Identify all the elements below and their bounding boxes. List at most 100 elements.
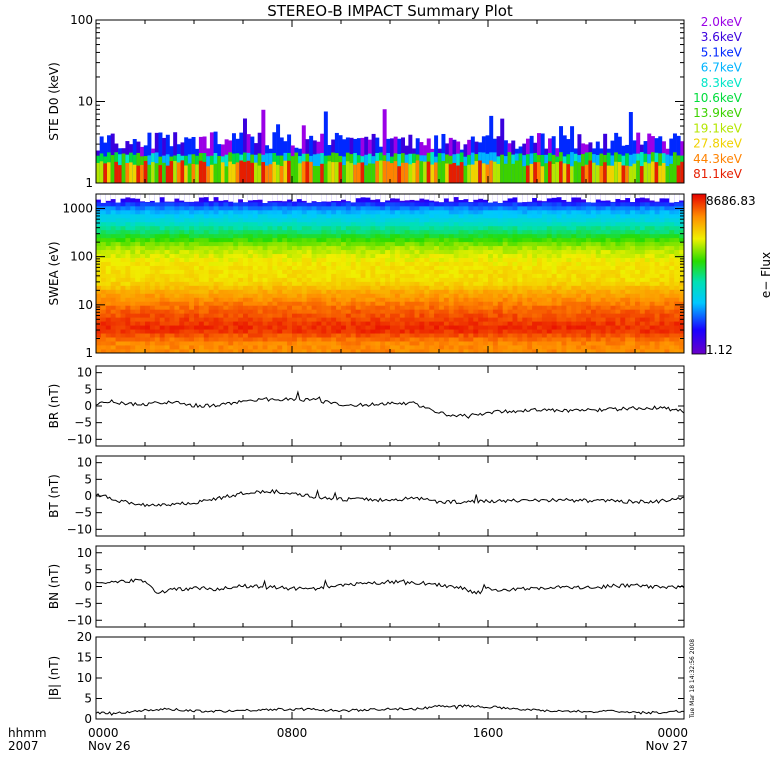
swea-cell	[541, 273, 548, 278]
swea-cell	[439, 317, 445, 322]
swea-cell	[331, 321, 337, 326]
swea-cell	[184, 321, 190, 326]
swea-cell	[164, 229, 170, 235]
swea-cell	[164, 337, 170, 342]
swea-cell	[233, 293, 239, 298]
swea-cell	[174, 265, 180, 270]
swea-cell	[517, 273, 523, 278]
swea-cell	[105, 273, 112, 278]
swea-cell	[238, 205, 244, 211]
ste-bar	[628, 112, 633, 183]
swea-gap	[439, 194, 445, 203]
swea-cell	[140, 225, 146, 231]
swea-cell	[130, 333, 136, 338]
swea-cell	[556, 333, 562, 338]
swea-cell	[507, 301, 513, 306]
ste-bar-low	[496, 163, 501, 183]
swea-cell	[586, 301, 592, 306]
swea-cell	[556, 261, 562, 266]
swea-cell	[145, 305, 151, 310]
swea-cell	[135, 229, 141, 235]
swea-cell	[140, 317, 146, 322]
swea-cell	[390, 245, 396, 251]
swea-cell	[615, 233, 621, 239]
swea-cell	[419, 297, 425, 302]
swea-cell	[208, 265, 214, 270]
swea-cell	[610, 265, 616, 270]
swea-cell	[390, 265, 396, 270]
swea-gap	[243, 194, 249, 203]
swea-cell	[512, 301, 518, 306]
swea-cell	[595, 253, 602, 258]
swea-cell	[556, 241, 562, 247]
swea-cell	[434, 213, 440, 219]
swea-cell	[252, 309, 259, 314]
swea-cell	[272, 337, 278, 342]
swea-cell	[571, 341, 577, 346]
swea-cell	[194, 269, 200, 274]
swea-cell	[439, 349, 445, 354]
swea-cell	[507, 261, 513, 266]
swea-cell	[365, 297, 371, 302]
swea-cell	[228, 321, 234, 326]
swea-cell	[581, 221, 587, 227]
swea-cell	[336, 325, 342, 330]
swea-cell	[198, 309, 205, 314]
swea-cell	[385, 221, 391, 227]
swea-cell	[434, 249, 440, 255]
swea-gap	[174, 194, 180, 199]
swea-cell	[341, 289, 347, 294]
swea-cell	[605, 341, 611, 346]
swea-cell	[233, 301, 239, 306]
swea-cell	[399, 221, 406, 227]
swea-cell	[409, 249, 415, 255]
swea-cell	[522, 337, 528, 342]
swea-cell	[292, 329, 298, 334]
swea-cell	[492, 309, 499, 314]
swea-cell	[399, 281, 406, 286]
swea-cell	[223, 277, 229, 282]
swea-cell	[292, 277, 298, 282]
swea-cell	[581, 269, 587, 274]
swea-cell	[566, 325, 572, 330]
swea-cell	[194, 341, 200, 346]
swea-cell	[247, 241, 254, 247]
swea-cell	[247, 281, 254, 286]
swea-cell	[198, 205, 205, 211]
swea-cell	[105, 297, 112, 302]
swea-cell	[375, 249, 381, 255]
swea-cell	[537, 249, 543, 255]
swea-cell	[532, 285, 538, 290]
ste-bar-low	[158, 165, 163, 183]
swea-cell	[537, 341, 543, 346]
swea-cell	[409, 253, 415, 258]
swea-cell	[140, 213, 146, 219]
swea-gap	[443, 194, 450, 199]
swea-cell	[414, 273, 420, 278]
swea-cell	[189, 261, 195, 266]
swea-cell	[468, 317, 474, 322]
swea-cell	[341, 217, 347, 223]
swea-cell	[517, 261, 523, 266]
swea-cell	[208, 309, 214, 314]
swea-cell	[100, 201, 107, 207]
swea-cell	[532, 333, 538, 338]
swea-cell	[370, 253, 376, 258]
swea-cell	[507, 305, 513, 310]
swea-cell	[208, 345, 214, 350]
swea-cell	[404, 233, 410, 239]
swea-cell	[468, 221, 474, 227]
swea-cell	[296, 337, 303, 342]
swea-cell	[458, 269, 464, 274]
swea-cell	[301, 265, 308, 270]
swea-cell	[355, 269, 361, 274]
swea-cell	[218, 349, 224, 354]
swea-cell	[96, 289, 102, 294]
swea-cell	[404, 205, 410, 211]
swea-cell	[595, 305, 602, 310]
swea-cell	[586, 201, 592, 207]
swea-cell	[390, 281, 396, 286]
swea-cell	[257, 297, 263, 302]
swea-cell	[311, 225, 317, 231]
swea-cell	[360, 349, 366, 354]
